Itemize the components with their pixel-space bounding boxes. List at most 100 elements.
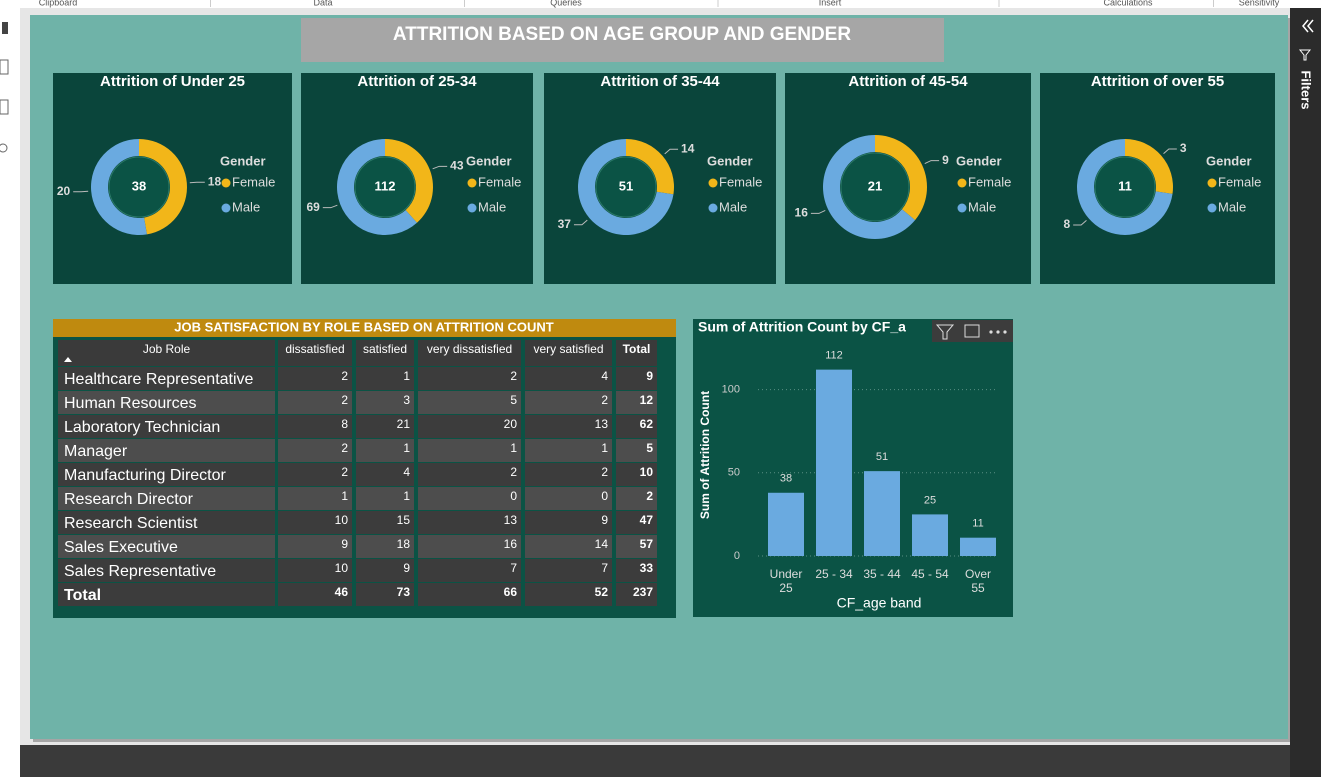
table-cell [356, 559, 414, 582]
bar-chart-title: Sum of Attrition Count by CF_a [698, 319, 906, 335]
donut-data-label: 20 [57, 184, 71, 198]
column-header[interactable]: very satisfied [533, 342, 603, 356]
ribbon-group-label[interactable]: Data [313, 0, 332, 7]
x-tick-label: 45 - 54 [911, 567, 949, 581]
legend-marker [221, 178, 231, 188]
ribbon-group-label[interactable]: Clipboard [39, 0, 78, 7]
filters-label[interactable]: Filters [1299, 70, 1314, 109]
table-cell [278, 487, 352, 510]
donut-data-label: 69 [306, 200, 320, 214]
cell-value: 1 [601, 441, 608, 455]
row-label: Manufacturing Director [64, 467, 227, 484]
row-label: Sales Executive [64, 539, 178, 556]
more-options-icon[interactable] [989, 330, 993, 334]
y-tick-label: 0 [734, 550, 740, 562]
model-view-icon[interactable] [0, 99, 9, 115]
table-cell [616, 487, 657, 510]
ribbon-group-label[interactable]: Sensitivity [1239, 0, 1280, 7]
bar [912, 514, 948, 556]
donut-segment [90, 139, 147, 236]
cell-value: 66 [504, 585, 518, 599]
ribbon-group-label[interactable]: Queries [550, 0, 582, 7]
label-leader [73, 190, 89, 193]
cell-value: 9 [646, 369, 653, 383]
label-leader [924, 160, 940, 165]
cell-value: 57 [640, 537, 654, 551]
column-header[interactable]: satisfied [363, 342, 407, 356]
table-title-band [53, 319, 676, 337]
legend-label: Female [1218, 174, 1261, 189]
cell-value: 5 [646, 441, 653, 455]
cell-value: 4 [601, 369, 608, 383]
table-cell [525, 487, 612, 510]
x-axis-title: CF_age band [837, 595, 922, 611]
dax-view-icon[interactable] [0, 143, 8, 153]
report-view-icon[interactable] [2, 22, 8, 34]
ribbon-group-label[interactable]: Insert [819, 0, 842, 7]
more-options-icon[interactable] [1003, 330, 1007, 334]
legend-title: Gender [1206, 153, 1252, 168]
bar-data-label: 51 [876, 451, 888, 463]
sort-indicator[interactable] [64, 357, 72, 362]
table-cell [278, 439, 352, 462]
cell-value: 16 [504, 537, 518, 551]
table-cell [525, 367, 612, 390]
header-cell [58, 340, 275, 366]
y-axis-title: Sum of Attrition Count [698, 391, 712, 519]
filter-icon[interactable] [935, 324, 955, 340]
table-view-icon[interactable] [0, 59, 9, 75]
donut-hole [108, 156, 170, 218]
column-header[interactable]: dissatisfied [285, 342, 344, 356]
cell-value: 13 [595, 417, 609, 431]
card-title: Attrition of 35-44 [600, 73, 720, 90]
table-cell [616, 367, 657, 390]
column-header[interactable]: Job Role [143, 342, 191, 356]
row-label: Research Director [64, 491, 194, 508]
cell-value: 14 [595, 537, 609, 551]
table-cell [525, 415, 612, 438]
collapse-icon[interactable] [1302, 19, 1309, 33]
donut-segment [139, 139, 187, 235]
focus-mode-icon[interactable] [964, 324, 980, 338]
donut-segment [823, 135, 916, 239]
ribbon-group-label[interactable]: Calculations [1103, 0, 1153, 7]
donut-center-label: 38 [132, 178, 146, 193]
cell-value: 1 [403, 489, 410, 503]
column-header[interactable]: Total [623, 342, 651, 356]
bar-data-label: 11 [972, 518, 983, 530]
donut-hole [595, 156, 657, 218]
table-cell [58, 511, 275, 534]
filters-pane[interactable] [1290, 8, 1321, 777]
card-title: Attrition of 45-54 [848, 73, 968, 90]
legend-marker [708, 178, 718, 188]
donut-data-label: 18 [208, 174, 222, 188]
x-tick-label: 25 - 34 [815, 567, 853, 581]
donut-data-label: 37 [558, 217, 572, 231]
table-cell [356, 367, 414, 390]
header-cell [616, 340, 657, 366]
donut-data-label: 43 [450, 158, 464, 172]
donut-center-label: 11 [1118, 178, 1132, 193]
table-cell [418, 583, 521, 606]
label-leader [810, 209, 826, 214]
cell-value: 1 [341, 489, 348, 503]
donut-data-label: 8 [1063, 217, 1070, 231]
table-cell [356, 439, 414, 462]
legend-label: Female [968, 174, 1011, 189]
cell-value: 237 [633, 585, 653, 599]
column-header[interactable]: very dissatisfied [427, 342, 512, 356]
more-options-icon[interactable] [996, 330, 1000, 334]
table-cell [58, 559, 275, 582]
table-cell [616, 535, 657, 558]
collapse-icon[interactable] [1307, 19, 1314, 33]
table-cell [58, 463, 275, 486]
cell-value: 18 [397, 537, 411, 551]
cell-value: 73 [397, 585, 411, 599]
legend-marker [708, 203, 718, 213]
ribbon-bar [0, 0, 1321, 8]
cell-value: 2 [341, 465, 348, 479]
legend-label: Male [478, 199, 506, 214]
donut-segment [1125, 139, 1173, 194]
cell-value: 47 [640, 513, 654, 527]
dashboard-title: ATTRITION BASED ON AGE GROUP AND GENDER [393, 24, 851, 45]
